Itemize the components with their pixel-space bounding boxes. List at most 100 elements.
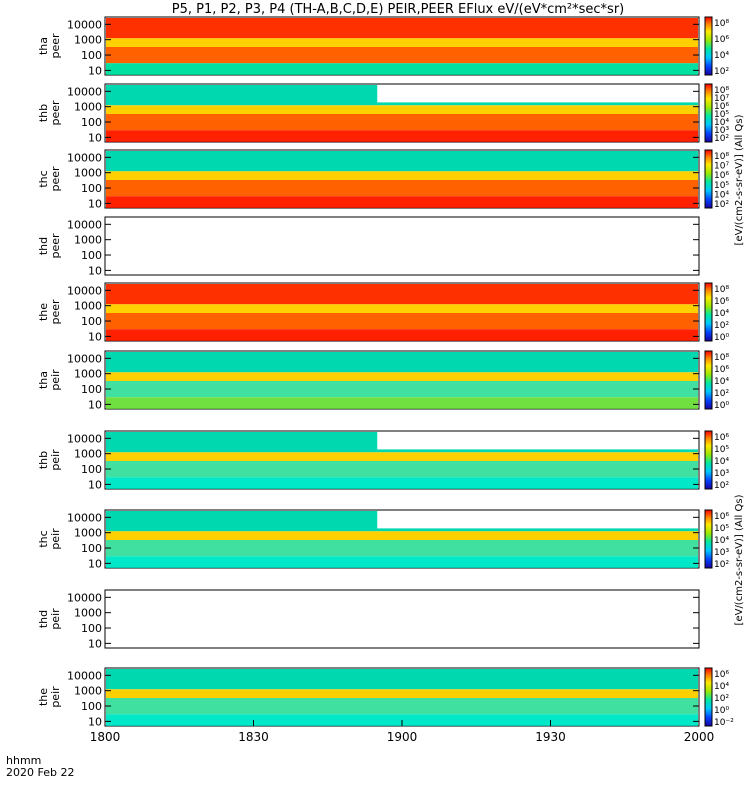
colorbar-tick-label: 10⁶ xyxy=(714,670,729,680)
colorbar xyxy=(704,83,713,143)
footer-date: 2020 Feb 22 xyxy=(6,766,74,779)
panel-frame-thd-peer xyxy=(104,216,700,276)
colorbar-tick-label: 10⁶ xyxy=(714,433,729,443)
y-tick-label: 10 xyxy=(88,264,102,277)
y-tick-label: 100 xyxy=(81,383,102,396)
y-tick-label: 10000 xyxy=(67,591,102,604)
y-tick-label: 100 xyxy=(81,249,102,262)
colorbar-tick-label: 10² xyxy=(714,200,729,210)
y-tick-label: 10000 xyxy=(67,18,102,31)
data-gap xyxy=(377,432,698,450)
colorbar-tick-label: 10³ xyxy=(714,126,729,136)
y-tick-label: 1000 xyxy=(74,527,102,540)
band-transition xyxy=(106,171,698,180)
band-low-energy xyxy=(106,477,698,489)
band-mid-energy xyxy=(106,180,698,197)
band-high-energy xyxy=(106,18,698,39)
band-mid-energy xyxy=(106,461,698,478)
y-axis-label-species: peir xyxy=(49,369,62,391)
y-tick-label: 1000 xyxy=(74,448,102,461)
colorbar-tick-label: 10⁰ xyxy=(714,333,729,343)
colorbar-tick-label: 10⁴ xyxy=(714,51,729,61)
colorbar-tick-label: 10⁸ xyxy=(714,353,729,363)
y-tick-label: 10000 xyxy=(67,85,102,98)
y-axis-label-species: peer xyxy=(49,100,62,126)
x-tick-label: 1900 xyxy=(387,730,418,744)
band-transition xyxy=(106,689,698,698)
y-tick-label: 10 xyxy=(88,330,102,343)
y-tick-label: 10 xyxy=(88,557,102,570)
band-low-energy xyxy=(106,130,698,142)
y-tick-label: 1000 xyxy=(74,607,102,620)
colorbar-tick-label: 10⁴ xyxy=(714,682,729,692)
band-transition xyxy=(106,452,698,461)
y-tick-label: 10000 xyxy=(67,284,102,297)
colorbar-tick-label: 10³ xyxy=(714,548,729,558)
y-axis-label-species: peer xyxy=(49,299,62,325)
y-tick-label: 10000 xyxy=(67,151,102,164)
y-tick-label: 10000 xyxy=(67,432,102,445)
x-tick-label: 1800 xyxy=(90,730,121,744)
band-low-energy xyxy=(106,329,698,341)
y-tick-label: 10000 xyxy=(67,218,102,231)
colorbar-tick-label: 10³ xyxy=(714,469,729,479)
colorbar-tick-label: 10⁶ xyxy=(714,35,729,45)
band-transition xyxy=(106,304,698,313)
band-low-energy xyxy=(106,63,698,75)
data-gap xyxy=(377,85,698,103)
band-high-energy xyxy=(106,151,698,172)
y-axis-label-probe: thc xyxy=(37,170,50,187)
y-axis-label-species: peer xyxy=(49,33,62,59)
band-low-energy xyxy=(106,397,698,409)
colorbar-tick-label: 10⁸ xyxy=(714,285,729,295)
colorbar-tick-label: 10² xyxy=(714,67,729,77)
band-mid-energy xyxy=(106,381,698,398)
x-tick-label: 1830 xyxy=(238,730,269,744)
y-tick-label: 100 xyxy=(81,463,102,476)
y-tick-label: 1000 xyxy=(74,234,102,247)
y-tick-label: 100 xyxy=(81,622,102,635)
panel-frame-thd-peir xyxy=(104,589,700,649)
band-mid-energy xyxy=(106,540,698,557)
y-tick-label: 100 xyxy=(81,116,102,129)
y-tick-label: 1000 xyxy=(74,368,102,381)
colorbar-tick-label: 10⁵ xyxy=(714,445,729,455)
colorbar-tick-label: 10² xyxy=(714,560,729,570)
y-axis-label-species: peir xyxy=(49,528,62,550)
y-axis-label-probe: the xyxy=(37,688,50,706)
colorbar-tick-label: 10⁰ xyxy=(714,706,729,716)
y-axis-label-probe: thb xyxy=(37,451,50,469)
y-tick-label: 10 xyxy=(88,197,102,210)
colorbar-tick-label: 10⁰ xyxy=(714,401,729,411)
colorbar xyxy=(704,282,713,342)
y-axis-label-species: peir xyxy=(49,608,62,630)
y-axis-label-probe: thb xyxy=(37,104,50,122)
colorbar-tick-label: 10⁴ xyxy=(714,536,729,546)
y-tick-label: 10000 xyxy=(67,352,102,365)
colorbar-tick-label: 10⁵ xyxy=(714,181,729,191)
y-tick-label: 100 xyxy=(81,700,102,713)
colorbar-tick-label: 10² xyxy=(714,134,729,144)
y-tick-label: 100 xyxy=(81,315,102,328)
colorbar-tick-label: 10⁶ xyxy=(714,297,729,307)
y-tick-label: 10 xyxy=(88,715,102,728)
y-axis-label-species: peir xyxy=(49,449,62,471)
colorbar-tick-label: 10² xyxy=(714,321,729,331)
colorbar-tick-label: 10⁵ xyxy=(714,524,729,534)
band-transition xyxy=(106,531,698,540)
y-tick-label: 1000 xyxy=(74,101,102,114)
y-tick-label: 100 xyxy=(81,182,102,195)
y-tick-label: 10 xyxy=(88,64,102,77)
x-tick-label: 1930 xyxy=(535,730,566,744)
y-axis-label-probe: tha xyxy=(37,37,50,55)
y-tick-label: 1000 xyxy=(74,167,102,180)
data-gap xyxy=(377,511,698,529)
y-tick-label: 10 xyxy=(88,131,102,144)
y-axis-label-probe: thd xyxy=(37,237,50,255)
colorbar-tick-label: 10⁶ xyxy=(714,171,729,181)
colorbar xyxy=(704,149,713,209)
band-low-energy xyxy=(106,196,698,208)
figure-title: P5, P1, P2, P3, P4 (TH-A,B,C,D,E) PEIR,P… xyxy=(172,2,625,17)
colorbar xyxy=(704,667,713,727)
